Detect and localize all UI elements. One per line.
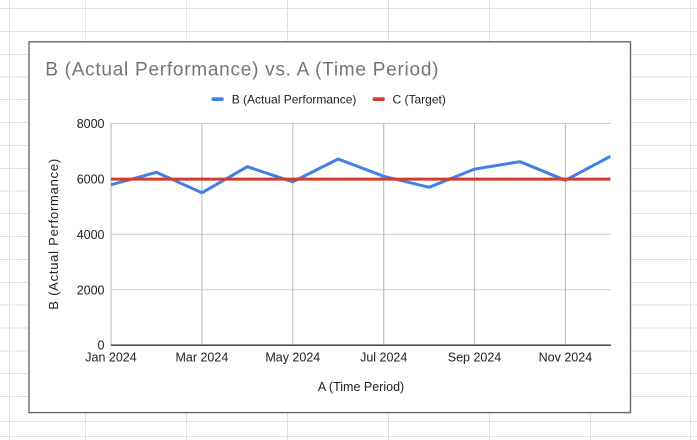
svg-text:0: 0 — [98, 339, 105, 353]
svg-text:A (Time Period): A (Time Period) — [318, 380, 404, 394]
svg-text:2000: 2000 — [77, 283, 105, 297]
svg-text:Nov 2024: Nov 2024 — [539, 351, 593, 365]
svg-text:B (Actual Performance): B (Actual Performance) — [46, 158, 61, 310]
svg-text:C (Target): C (Target) — [393, 93, 446, 107]
svg-text:8000: 8000 — [77, 117, 105, 131]
svg-text:B (Actual Performance) vs. A (: B (Actual Performance) vs. A (Time Perio… — [45, 59, 439, 80]
svg-text:B (Actual Performance): B (Actual Performance) — [232, 93, 357, 107]
svg-text:Mar 2024: Mar 2024 — [175, 351, 228, 365]
svg-text:May 2024: May 2024 — [265, 351, 320, 365]
svg-text:4000: 4000 — [77, 228, 105, 242]
svg-text:6000: 6000 — [77, 172, 105, 186]
svg-text:Jan 2024: Jan 2024 — [85, 351, 136, 365]
svg-text:Sep 2024: Sep 2024 — [448, 351, 502, 365]
svg-text:Jul 2024: Jul 2024 — [360, 351, 407, 365]
